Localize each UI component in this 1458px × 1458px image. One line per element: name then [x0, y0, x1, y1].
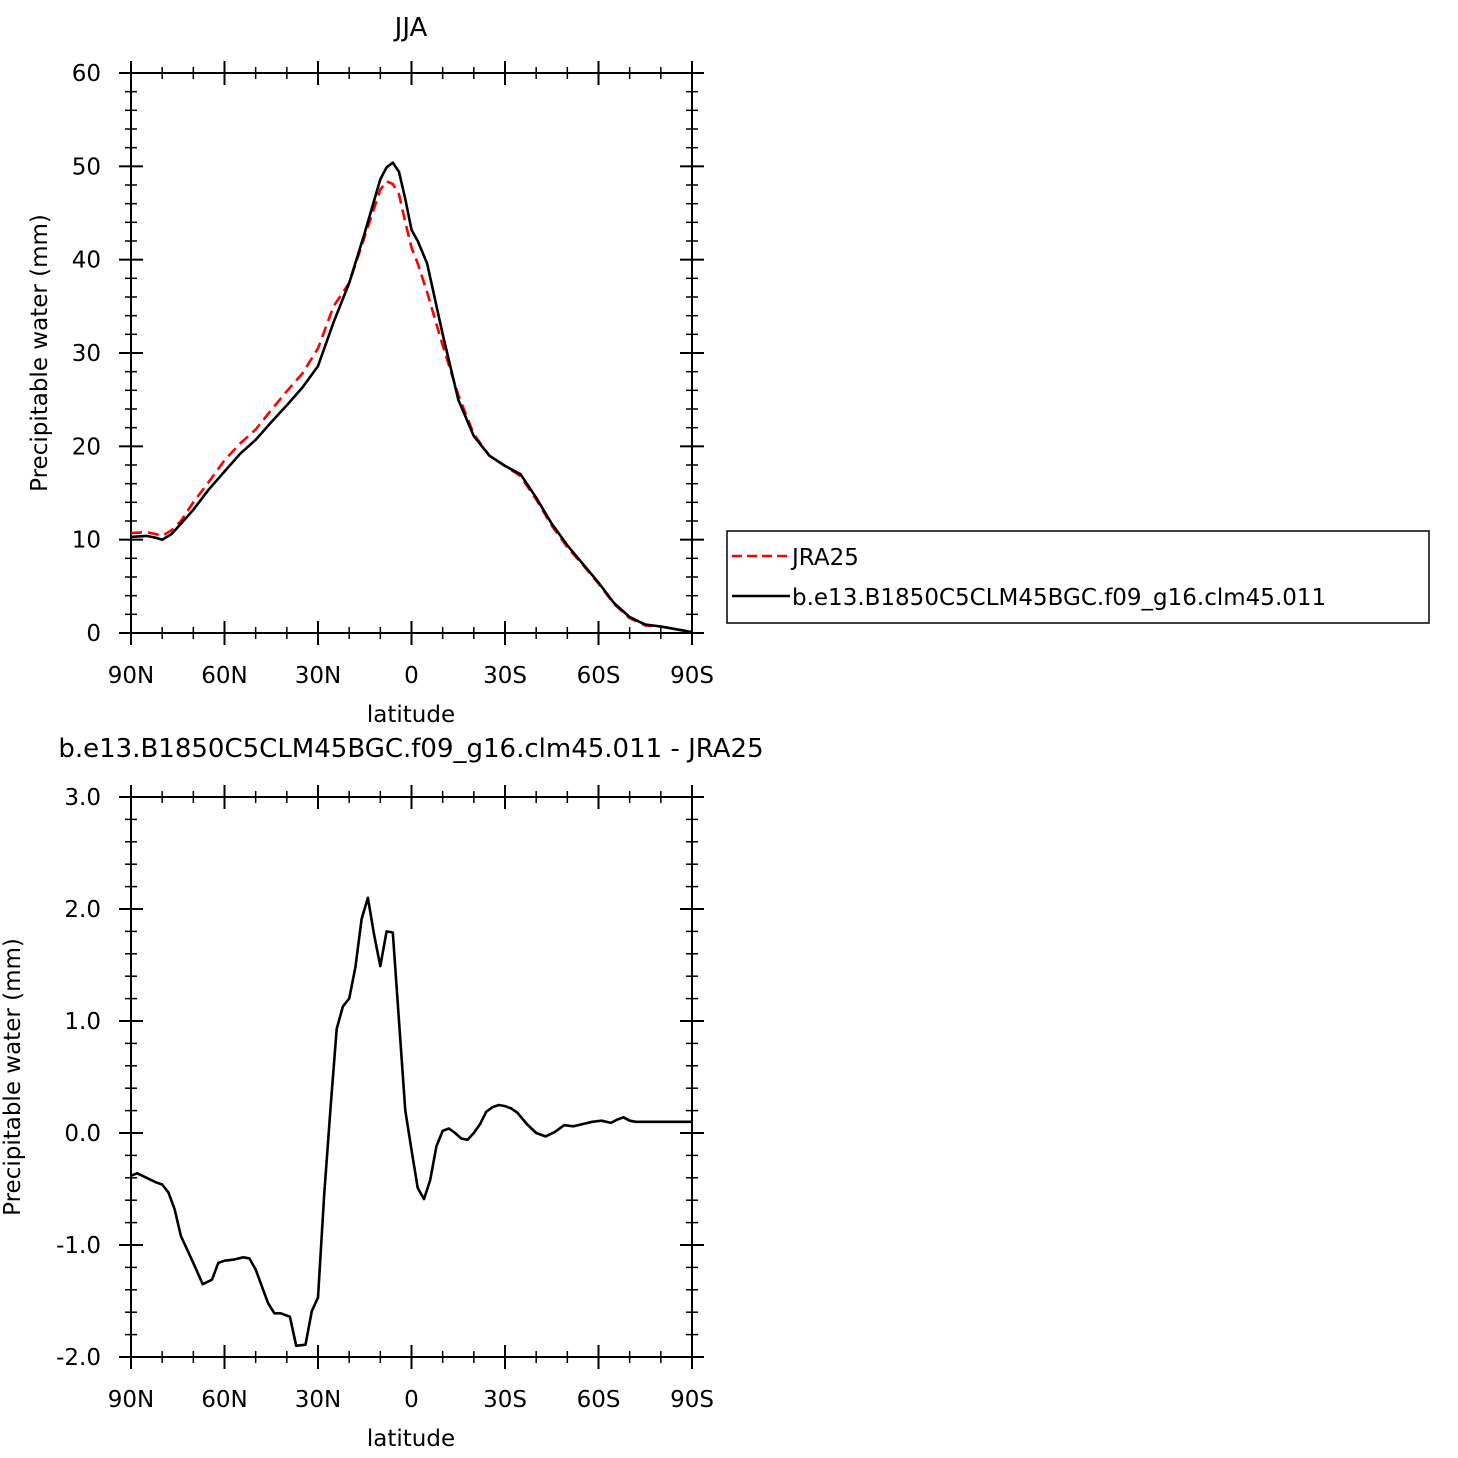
- bottom-x-tick-label: 90N: [108, 1387, 154, 1413]
- top-chart: JJA Precipitable water (mm) latitude 90N…: [27, 13, 714, 728]
- top-x-tick-label: 0: [404, 663, 419, 689]
- top-series-line-0: [130, 180, 693, 634]
- top-chart-xlabel: latitude: [367, 702, 455, 728]
- top-y-tick-label: 50: [72, 154, 101, 180]
- bottom-x-tick-label: 30N: [295, 1387, 341, 1413]
- bottom-chart-xlabel: latitude: [367, 1426, 455, 1452]
- top-x-tick-label: 90S: [670, 663, 714, 689]
- top-y-tick-label: 10: [72, 528, 101, 554]
- bottom-chart-title: b.e13.B1850C5CLM45BGC.f09_g16.clm45.011 …: [58, 734, 763, 764]
- bottom-y-tick-label: 2.0: [64, 897, 101, 923]
- top-x-tick-label: 90N: [108, 663, 154, 689]
- bottom-y-tick-label: 1.0: [64, 1009, 101, 1035]
- top-y-tick-label: 20: [72, 434, 101, 460]
- legend-label-model: b.e13.B1850C5CLM45BGC.f09_g16.clm45.011: [792, 585, 1326, 611]
- top-x-tick-label: 30S: [483, 663, 527, 689]
- top-x-tick-label: 30N: [295, 663, 341, 689]
- bottom-chart-ylabel: Precipitable water (mm): [0, 938, 26, 1216]
- legend: JRA25 b.e13.B1850C5CLM45BGC.f09_g16.clm4…: [726, 530, 1430, 624]
- bottom-x-tick-label: 30S: [483, 1387, 527, 1413]
- top-chart-title: JJA: [393, 13, 428, 43]
- bottom-x-tick-label: 0: [404, 1387, 419, 1413]
- top-x-tick-label: 60S: [577, 663, 621, 689]
- top-y-tick-label: 40: [72, 248, 101, 274]
- bottom-x-tick-label: 60S: [577, 1387, 621, 1413]
- top-chart-ylabel: Precipitable water (mm): [27, 214, 53, 492]
- legend-box: [726, 530, 1430, 624]
- bottom-y-tick-label: 0.0: [64, 1121, 101, 1147]
- bottom-series-line-0: [130, 896, 692, 1348]
- bottom-chart: b.e13.B1850C5CLM45BGC.f09_g16.clm45.011 …: [0, 734, 764, 1452]
- top-series-line-1: [130, 161, 693, 634]
- top-y-tick-label: 0: [86, 621, 101, 647]
- bottom-x-tick-label: 90S: [670, 1387, 714, 1413]
- top-y-tick-label: 60: [72, 61, 101, 87]
- top-x-tick-label: 60N: [201, 663, 247, 689]
- bottom-y-tick-label: -1.0: [56, 1233, 101, 1259]
- bottom-x-tick-label: 60N: [201, 1387, 247, 1413]
- top-plot-frame: [130, 72, 693, 634]
- top-y-tick-label: 30: [72, 341, 101, 367]
- bottom-y-tick-label: -2.0: [56, 1345, 101, 1371]
- bottom-y-tick-label: 3.0: [64, 785, 101, 811]
- legend-label-jra25: JRA25: [790, 545, 859, 571]
